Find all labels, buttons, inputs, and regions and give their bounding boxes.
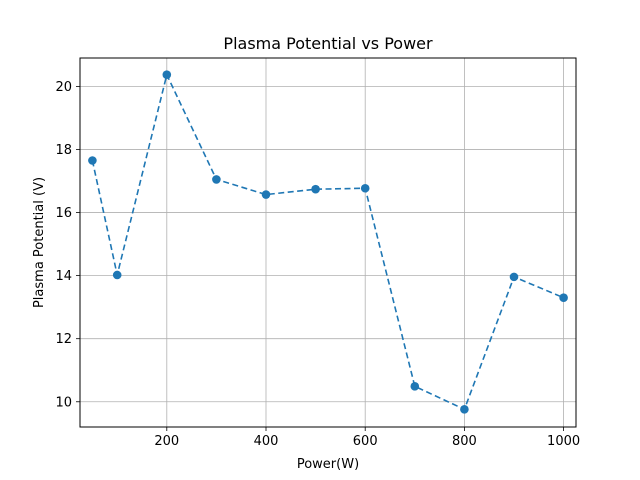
series-line xyxy=(91,72,564,411)
data-point xyxy=(162,70,172,80)
data-point xyxy=(311,184,320,194)
data-point xyxy=(360,183,370,193)
x-axis-label: Power(W) xyxy=(297,457,359,472)
x-tick-label: 600 xyxy=(353,434,378,449)
data-point xyxy=(509,272,519,282)
data-point xyxy=(559,293,568,302)
y-tick-label: 18 xyxy=(55,143,72,158)
axis-ticks: 200 400 600 800 1000 10 12 14 16 18 20 xyxy=(55,80,580,449)
y-tick-label: 14 xyxy=(55,269,72,284)
y-tick-label: 16 xyxy=(55,206,72,221)
data-point xyxy=(212,175,221,184)
x-tick-label: 200 xyxy=(154,434,179,449)
series-layer xyxy=(88,70,568,414)
x-tick-label: 400 xyxy=(254,434,279,449)
data-point xyxy=(460,405,469,414)
y-tick-label: 20 xyxy=(55,80,72,95)
data-point xyxy=(410,382,420,391)
y-tick-label: 10 xyxy=(55,395,72,410)
plot-area-frame xyxy=(79,57,577,428)
y-axis-label: Plasma Potential (V) xyxy=(32,177,47,308)
grid xyxy=(80,58,576,427)
data-point xyxy=(112,270,122,280)
data-point xyxy=(261,190,271,199)
x-tick-label: 1000 xyxy=(547,434,580,449)
y-tick-label: 12 xyxy=(55,332,72,347)
data-point xyxy=(88,156,97,165)
x-tick-label: 800 xyxy=(452,434,477,449)
chart-title: Plasma Potential vs Power xyxy=(223,34,433,53)
